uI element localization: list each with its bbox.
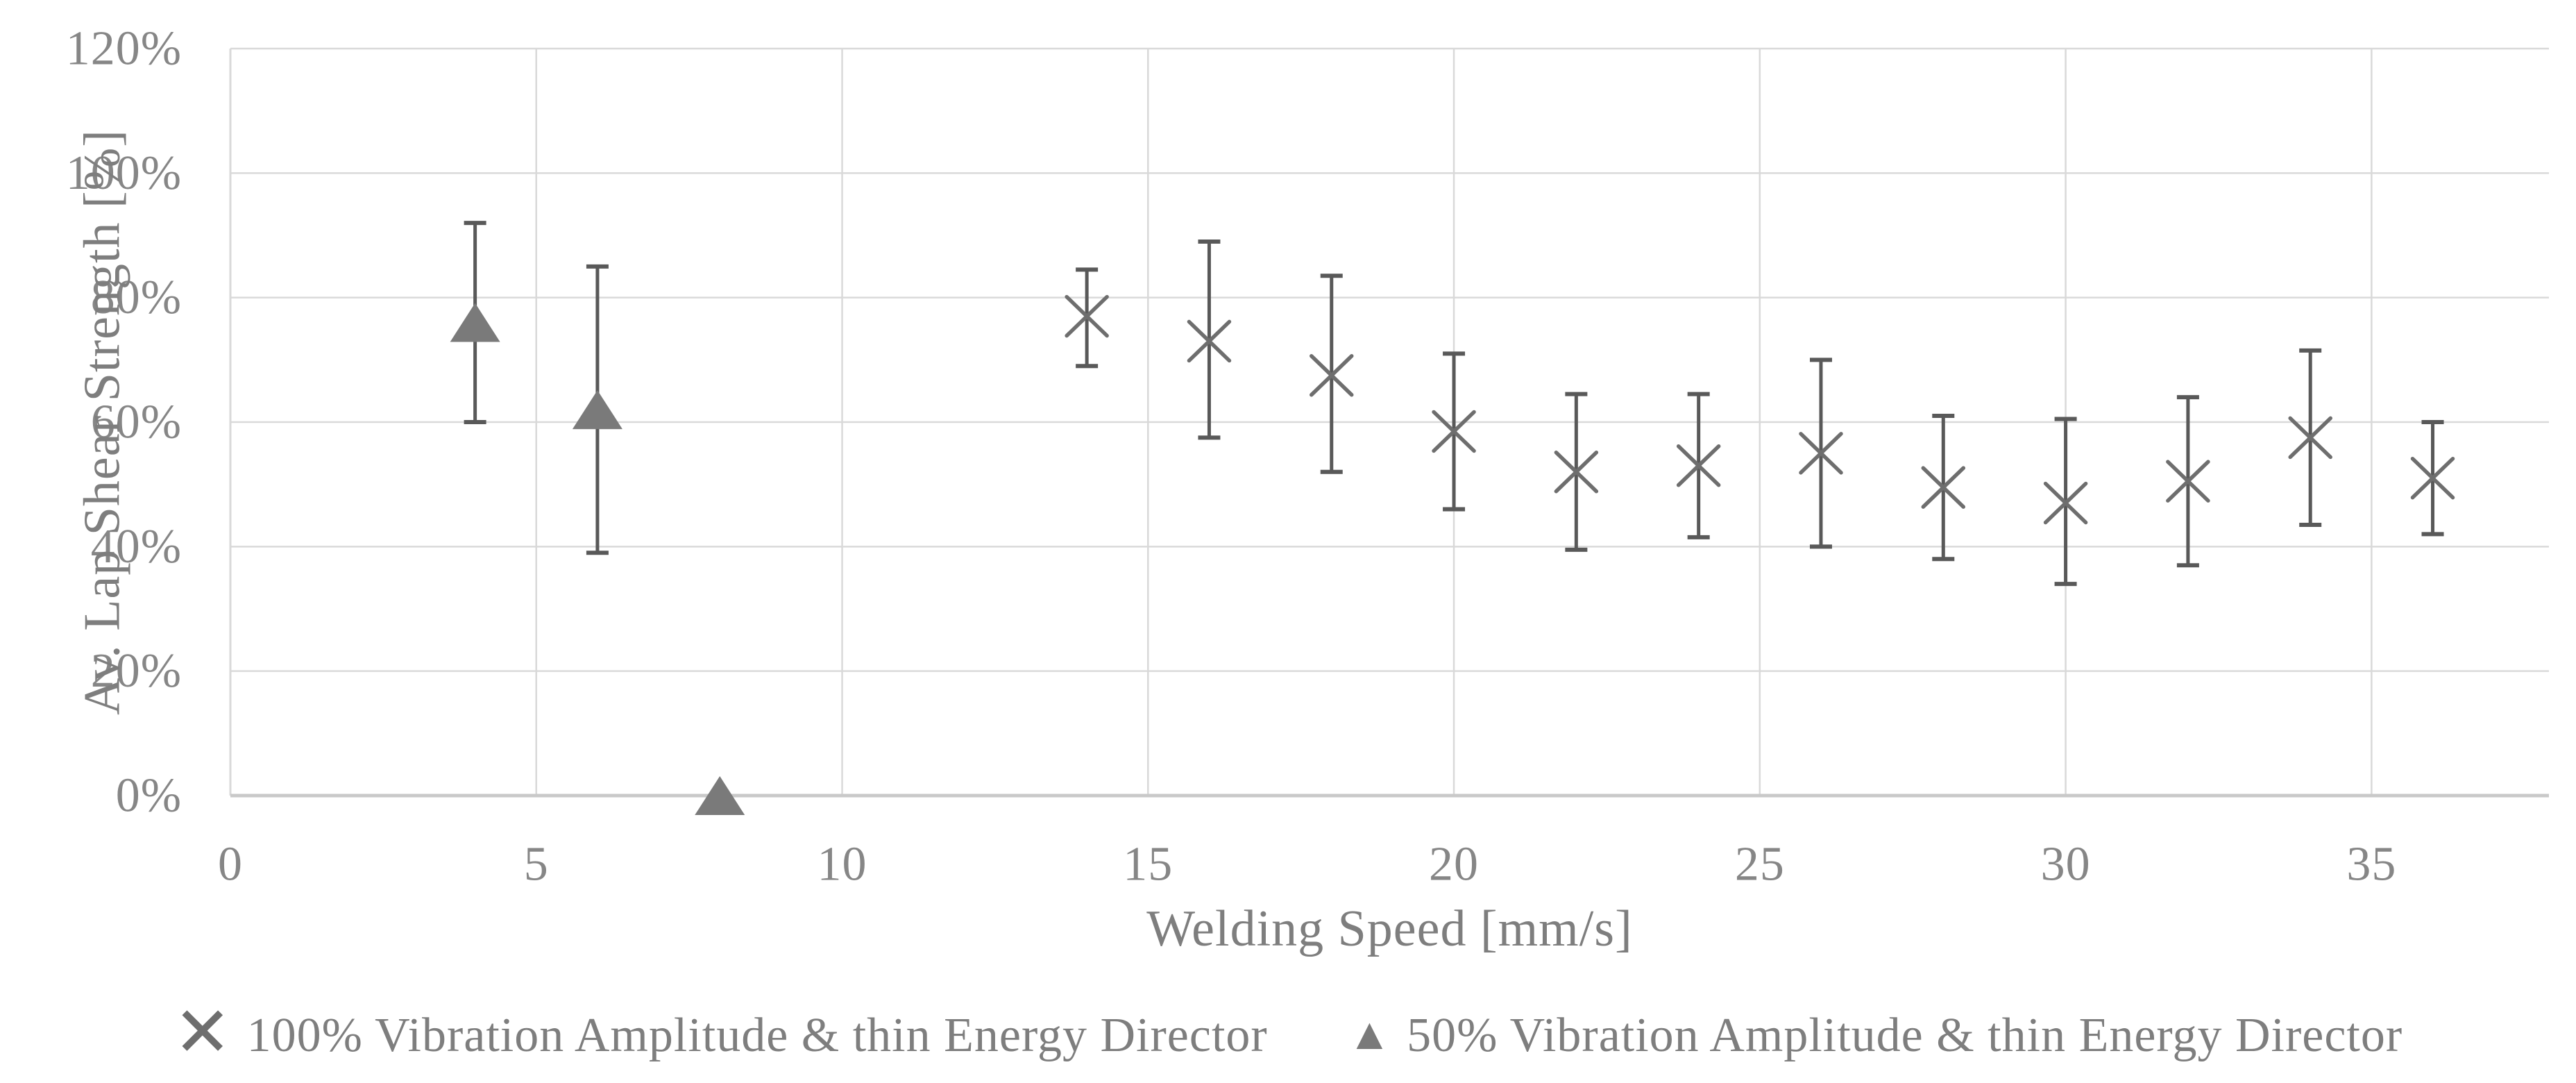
triangle-marker-icon: ▲ (1347, 1009, 1392, 1059)
y-tick-label: 20% (91, 644, 182, 698)
data-point-x-marker (1065, 294, 1109, 338)
data-point-x-marker (2288, 416, 2332, 460)
data-point-x-marker (1554, 450, 1599, 494)
x-tick-label: 30 (2041, 838, 2091, 891)
x-marker-icon: ✕ (173, 994, 232, 1071)
x-tick-label: 20 (1429, 838, 1479, 891)
legend-label: 50% Vibration Amplitude & thin Energy Di… (1407, 1009, 2403, 1062)
legend: ✕ 100% Vibration Amplitude & thin Energy… (0, 994, 2576, 1077)
data-point-x-marker (1799, 432, 1843, 475)
y-axis-title: Av. Lap Shear Strength [%] (74, 129, 131, 715)
y-tick-label: 60% (91, 396, 182, 449)
x-tick-label: 5 (524, 838, 549, 891)
x-tick-label: 0 (218, 838, 243, 891)
y-tick-label: 120% (66, 22, 182, 76)
data-point-x-marker (2043, 481, 2088, 525)
data-point-x-marker (1310, 354, 1354, 397)
x-axis-title: Welding Speed [mm/s] (1146, 900, 1633, 957)
legend-item-100-amplitude: ✕ 100% Vibration Amplitude & thin Energy… (173, 994, 1268, 1071)
data-point-triangle-marker (572, 390, 622, 430)
x-tick-label: 35 (2346, 838, 2396, 891)
data-point-x-marker (1432, 410, 1476, 453)
data-point-triangle-marker (450, 303, 500, 342)
data-point-x-marker (2166, 460, 2210, 503)
y-tick-label: 40% (91, 520, 182, 573)
y-tick-label: 80% (91, 271, 182, 324)
legend-label: 100% Vibration Amplitude & thin Energy D… (246, 1009, 1268, 1062)
legend-item-50-amplitude: ▲ 50% Vibration Amplitude & thin Energy … (1348, 1008, 2403, 1064)
x-tick-label: 15 (1123, 838, 1173, 891)
x-tick-label: 25 (1735, 838, 1785, 891)
data-point-x-marker (1921, 466, 1966, 509)
y-tick-label: 0% (116, 769, 182, 823)
data-point-x-marker (2410, 456, 2455, 500)
y-tick-label: 100% (66, 146, 182, 200)
x-tick-label: 10 (817, 838, 867, 891)
data-point-triangle-marker (695, 776, 745, 815)
data-point-x-marker (1676, 444, 1721, 487)
data-point-x-marker (1187, 319, 1232, 363)
